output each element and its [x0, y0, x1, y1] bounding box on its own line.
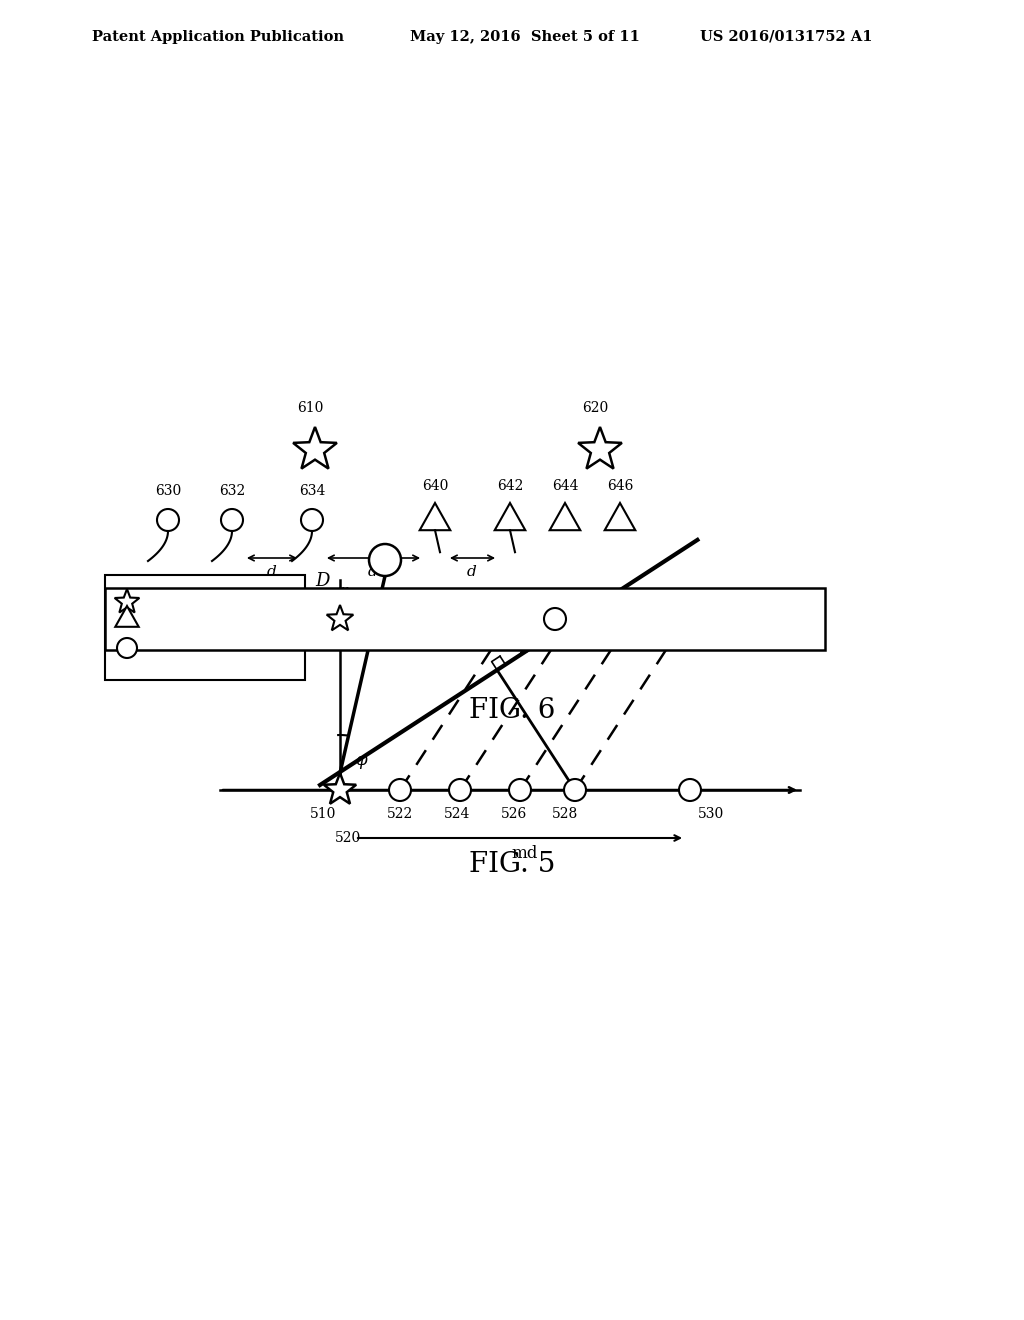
Text: 640: 640: [422, 479, 449, 492]
Text: 520: 520: [335, 832, 361, 845]
Text: 530: 530: [698, 807, 724, 821]
Bar: [105, 587, 825, 649]
Text: m: m: [337, 583, 349, 597]
Polygon shape: [116, 606, 138, 627]
Text: φ: φ: [355, 752, 367, 770]
Circle shape: [117, 638, 137, 657]
Text: 634: 634: [299, 484, 326, 498]
Polygon shape: [293, 426, 337, 469]
Text: US 2016/0131752 A1: US 2016/0131752 A1: [700, 30, 872, 44]
Polygon shape: [327, 605, 353, 631]
Text: 636: 636: [264, 582, 290, 597]
Circle shape: [679, 779, 701, 801]
Circle shape: [449, 779, 471, 801]
Text: TRANSMITTER: TRANSMITTER: [362, 612, 479, 626]
Polygon shape: [605, 503, 635, 531]
Text: md sin(φ): md sin(φ): [578, 598, 651, 612]
Text: May 12, 2016  Sheet 5 of 11: May 12, 2016 Sheet 5 of 11: [410, 30, 640, 44]
Text: 646: 646: [607, 479, 633, 492]
Polygon shape: [550, 503, 581, 531]
Text: d: d: [467, 565, 477, 579]
Text: d: d: [368, 565, 378, 579]
Polygon shape: [115, 589, 139, 612]
Circle shape: [157, 510, 179, 531]
Circle shape: [389, 779, 411, 801]
Text: FIG. 5: FIG. 5: [469, 851, 555, 879]
Text: 632: 632: [219, 484, 245, 498]
Bar: [105, 576, 305, 680]
Circle shape: [301, 510, 323, 531]
Text: VIRTUAL ELEMENT: VIRTUAL ELEMENT: [145, 612, 298, 626]
Text: 644: 644: [552, 479, 579, 492]
Circle shape: [509, 779, 531, 801]
Polygon shape: [420, 503, 451, 531]
Text: Tx ANTENNA: Tx ANTENNA: [147, 595, 250, 609]
Text: D: D: [315, 572, 330, 590]
Text: 522: 522: [387, 807, 413, 821]
Text: 610: 610: [297, 401, 324, 414]
Text: PHYSICAL RECEIVER: PHYSICAL RECEIVER: [575, 612, 740, 626]
Text: 630: 630: [155, 484, 181, 498]
Text: 528: 528: [552, 807, 579, 821]
Text: 642: 642: [497, 479, 523, 492]
Text: 620: 620: [582, 401, 608, 414]
Polygon shape: [579, 426, 622, 469]
Circle shape: [544, 609, 566, 630]
Text: Rx ANTENNA: Rx ANTENNA: [147, 642, 251, 655]
Circle shape: [564, 779, 586, 801]
Text: FIG. 6: FIG. 6: [469, 697, 555, 723]
Polygon shape: [495, 503, 525, 531]
Circle shape: [369, 544, 401, 576]
Text: Patent Application Publication: Patent Application Publication: [92, 30, 344, 44]
Polygon shape: [324, 774, 356, 804]
Circle shape: [221, 510, 243, 531]
Text: md: md: [512, 845, 539, 862]
Text: 526: 526: [501, 807, 527, 821]
Text: 510: 510: [310, 807, 336, 821]
Text: 524: 524: [443, 807, 470, 821]
Text: d: d: [267, 565, 276, 579]
